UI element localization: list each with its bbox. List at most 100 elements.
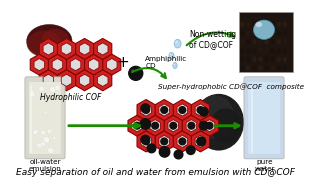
Circle shape: [143, 138, 150, 145]
Polygon shape: [85, 54, 103, 75]
Ellipse shape: [246, 66, 250, 71]
Polygon shape: [61, 43, 72, 55]
Circle shape: [197, 138, 204, 145]
Circle shape: [152, 122, 159, 129]
Polygon shape: [182, 115, 200, 136]
Circle shape: [143, 107, 150, 113]
Ellipse shape: [283, 48, 287, 53]
Circle shape: [39, 86, 44, 91]
Ellipse shape: [240, 66, 244, 71]
Circle shape: [37, 143, 42, 148]
Circle shape: [48, 147, 54, 153]
Ellipse shape: [169, 52, 174, 59]
FancyBboxPatch shape: [244, 77, 284, 159]
Text: oil-water
emulsion: oil-water emulsion: [29, 159, 61, 172]
Text: pure
water: pure water: [255, 159, 275, 172]
Ellipse shape: [246, 57, 250, 62]
Ellipse shape: [277, 48, 281, 53]
Polygon shape: [43, 43, 54, 55]
Ellipse shape: [277, 31, 281, 36]
Polygon shape: [76, 38, 94, 59]
Ellipse shape: [258, 57, 263, 62]
Ellipse shape: [258, 66, 263, 71]
Circle shape: [161, 107, 167, 113]
Polygon shape: [159, 135, 169, 147]
Circle shape: [197, 107, 204, 113]
Polygon shape: [155, 131, 173, 152]
Text: Easy separation of oil and water from emulsion with CD@COF: Easy separation of oil and water from em…: [16, 168, 294, 177]
Ellipse shape: [264, 48, 269, 53]
Polygon shape: [88, 59, 99, 71]
Ellipse shape: [246, 48, 250, 53]
Polygon shape: [141, 104, 151, 116]
Polygon shape: [173, 100, 191, 120]
Polygon shape: [94, 70, 112, 91]
Circle shape: [34, 129, 38, 134]
Circle shape: [41, 142, 46, 146]
Polygon shape: [98, 43, 108, 55]
Ellipse shape: [254, 20, 274, 39]
Polygon shape: [186, 120, 197, 132]
Ellipse shape: [264, 22, 269, 27]
Circle shape: [47, 129, 52, 133]
Ellipse shape: [271, 48, 275, 53]
Polygon shape: [137, 131, 155, 152]
Ellipse shape: [196, 95, 234, 139]
Polygon shape: [155, 100, 173, 120]
Circle shape: [134, 122, 140, 129]
Ellipse shape: [252, 48, 256, 53]
Ellipse shape: [240, 39, 244, 45]
Ellipse shape: [252, 57, 256, 62]
Text: Super-hydrophobic CD@COF  composite: Super-hydrophobic CD@COF composite: [158, 83, 304, 90]
Polygon shape: [177, 104, 188, 116]
Polygon shape: [94, 38, 112, 59]
Ellipse shape: [283, 66, 287, 71]
Ellipse shape: [240, 48, 244, 53]
Text: Non-wetting
of CD@COF: Non-wetting of CD@COF: [189, 30, 236, 49]
Circle shape: [41, 130, 46, 135]
Polygon shape: [200, 115, 219, 136]
Polygon shape: [103, 54, 121, 75]
Polygon shape: [57, 38, 76, 59]
Circle shape: [46, 140, 49, 143]
Circle shape: [47, 139, 49, 142]
Ellipse shape: [170, 54, 171, 55]
Ellipse shape: [27, 25, 72, 58]
Ellipse shape: [277, 22, 281, 27]
Ellipse shape: [174, 64, 175, 65]
Ellipse shape: [271, 66, 275, 71]
Ellipse shape: [277, 57, 281, 62]
Polygon shape: [70, 59, 81, 71]
Polygon shape: [164, 115, 182, 136]
Polygon shape: [146, 115, 164, 136]
Polygon shape: [79, 43, 90, 55]
Circle shape: [140, 119, 151, 129]
Circle shape: [179, 138, 186, 145]
Ellipse shape: [283, 22, 287, 27]
Ellipse shape: [252, 66, 256, 71]
Polygon shape: [39, 38, 57, 59]
Ellipse shape: [271, 57, 275, 62]
Polygon shape: [195, 135, 206, 147]
Ellipse shape: [258, 31, 263, 36]
Polygon shape: [39, 70, 57, 91]
Ellipse shape: [131, 69, 135, 72]
Ellipse shape: [246, 22, 250, 27]
FancyBboxPatch shape: [239, 12, 293, 72]
Circle shape: [188, 122, 195, 129]
Text: Hydrophilic COF: Hydrophilic COF: [40, 93, 101, 101]
Ellipse shape: [264, 66, 269, 71]
Polygon shape: [191, 131, 210, 152]
Polygon shape: [76, 70, 94, 91]
Ellipse shape: [240, 57, 244, 62]
Circle shape: [141, 135, 150, 144]
Circle shape: [50, 87, 56, 92]
Circle shape: [206, 122, 213, 129]
Ellipse shape: [283, 31, 287, 36]
Circle shape: [129, 66, 143, 80]
Polygon shape: [141, 135, 151, 147]
Polygon shape: [195, 104, 206, 116]
Ellipse shape: [174, 39, 181, 48]
Ellipse shape: [271, 22, 275, 27]
Polygon shape: [168, 120, 179, 132]
